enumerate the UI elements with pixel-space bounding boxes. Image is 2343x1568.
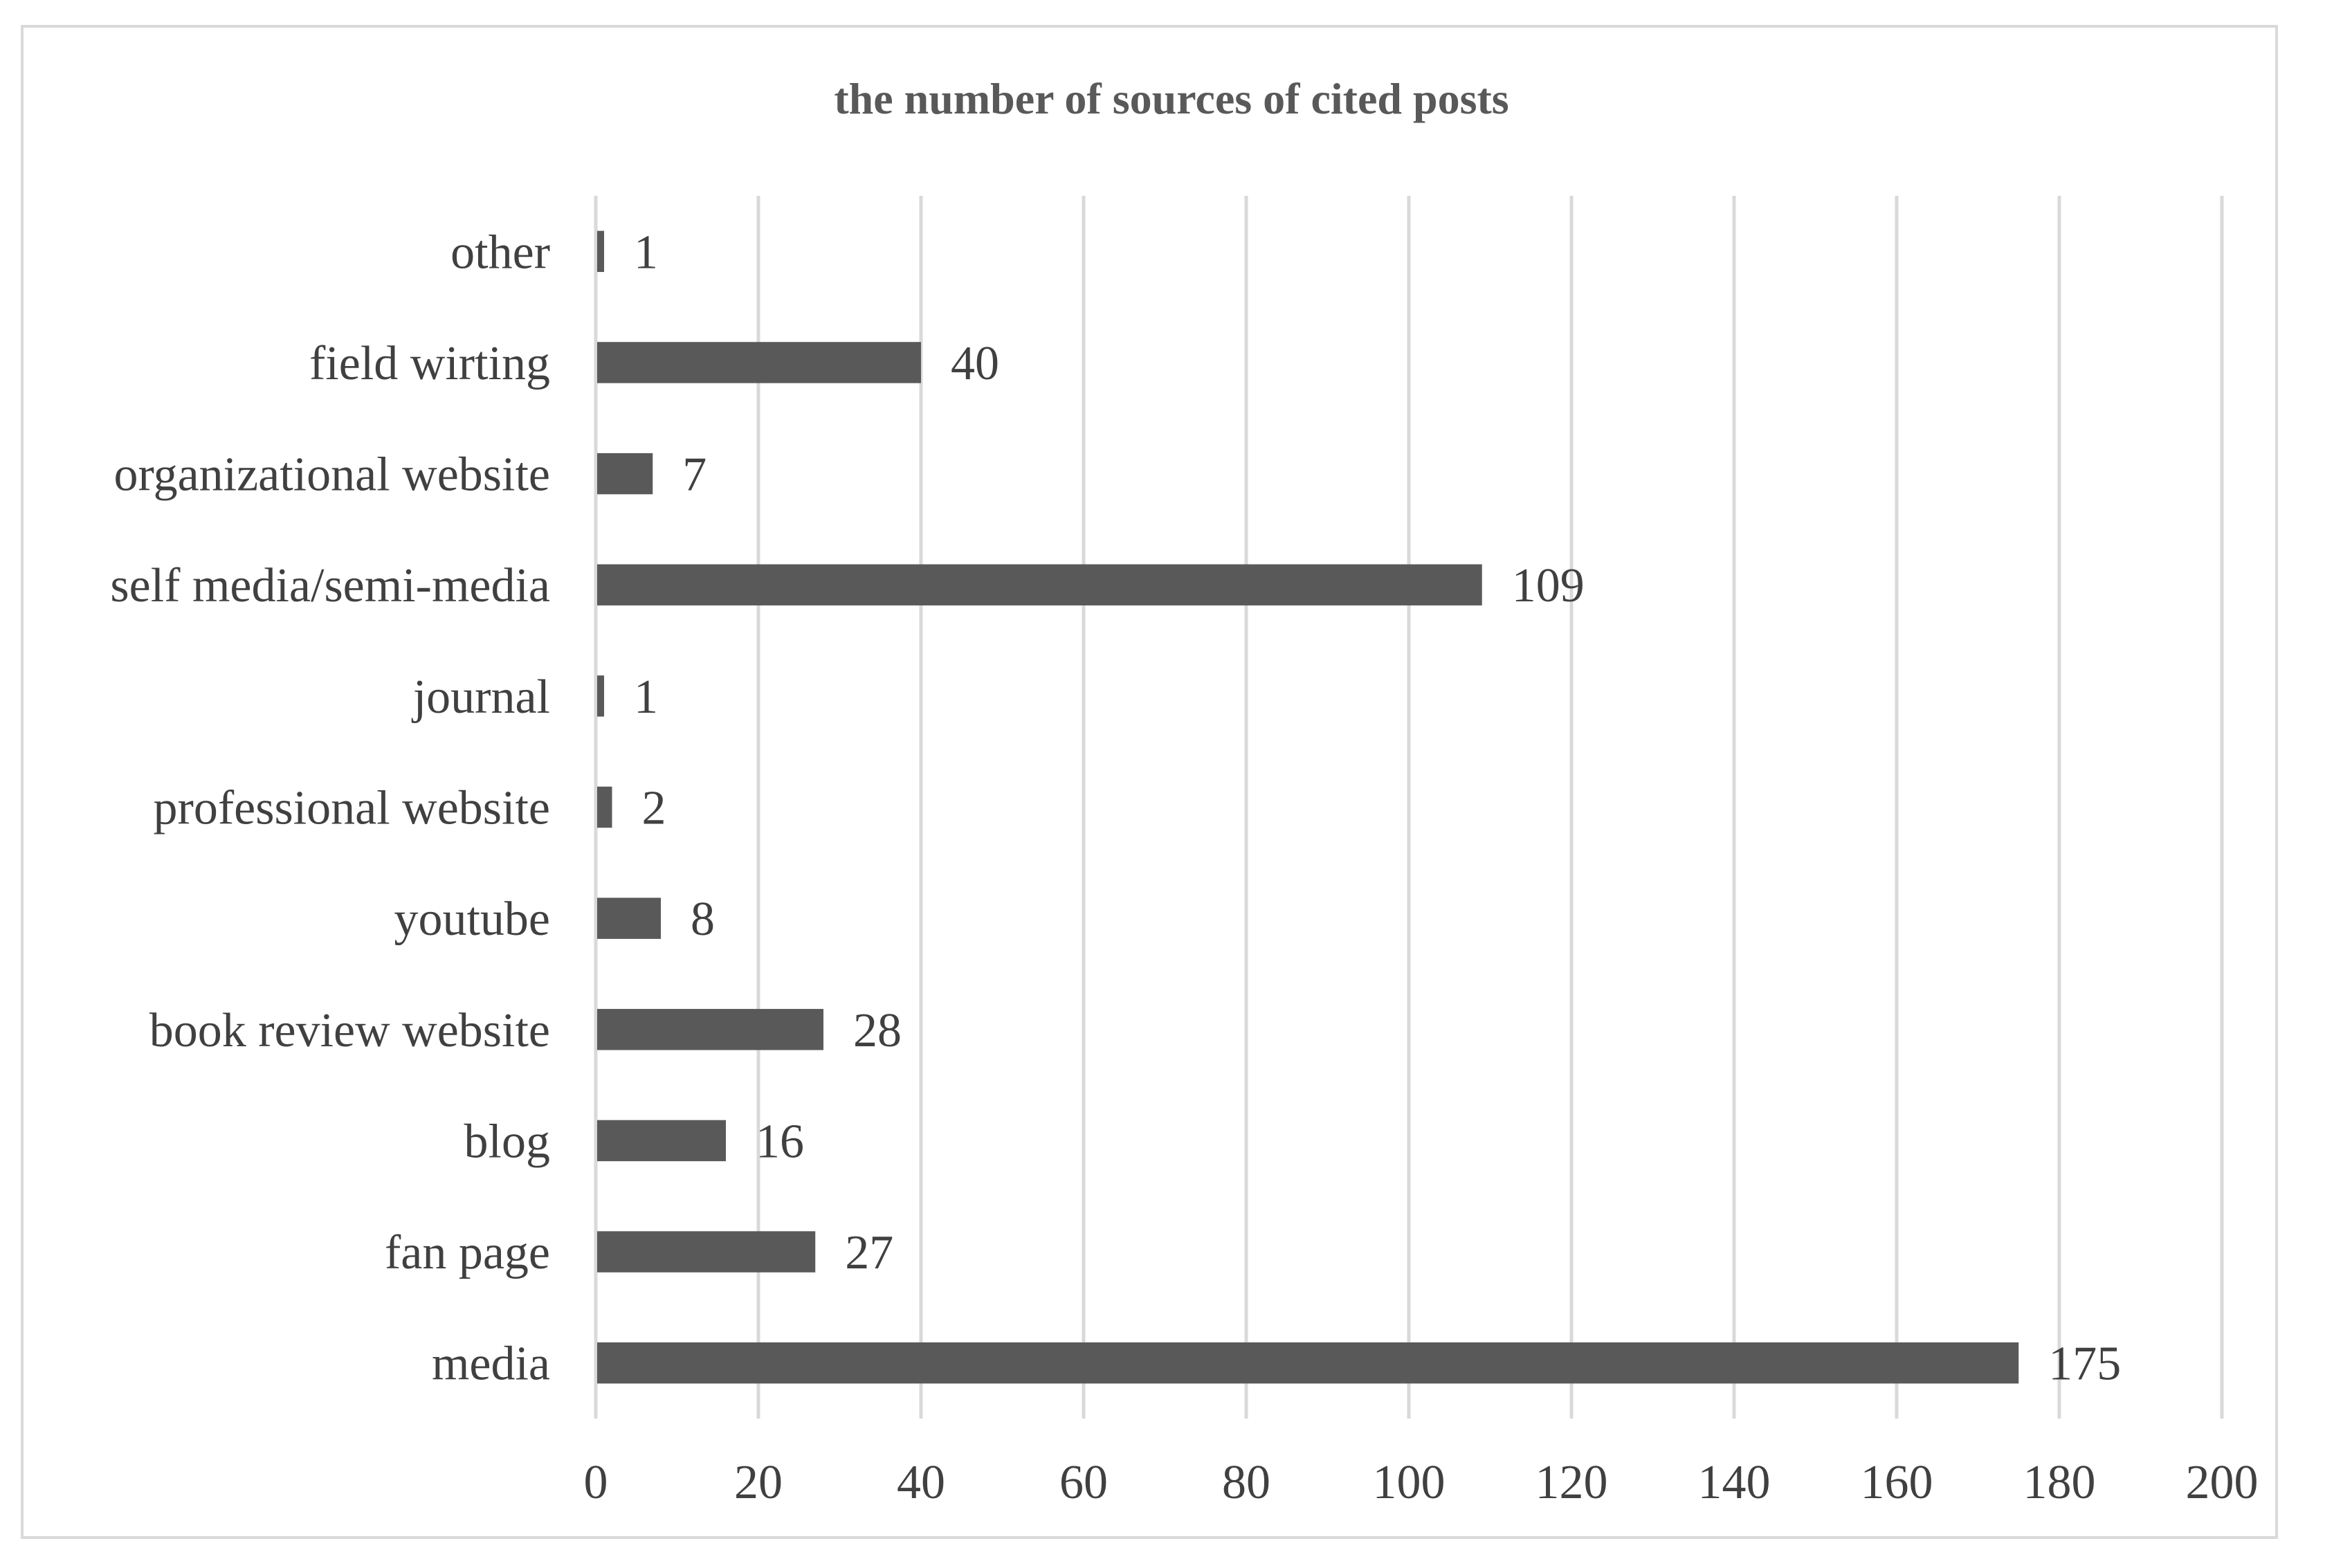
bar: [597, 453, 653, 495]
category-label: fan page: [385, 1226, 550, 1279]
x-tick-label: 140: [1698, 1456, 1771, 1509]
bar: [597, 1342, 2019, 1384]
x-tick-label: 200: [2186, 1456, 2259, 1509]
bar: [597, 564, 1482, 605]
data-label: 28: [853, 1004, 902, 1057]
category-label: self media/semi-media: [110, 559, 550, 612]
x-tick-label: 100: [1373, 1456, 1446, 1509]
category-label: field wirting: [309, 337, 550, 390]
x-axis-ticks: 0 20 40 60 80 100 120 140 160 180 200: [584, 1456, 2259, 1509]
bars: [597, 230, 2019, 1384]
data-label: 109: [1512, 559, 1585, 612]
category-labels: other field wirting organizational website…: [110, 226, 550, 1390]
bar: [597, 675, 604, 717]
chart-title: the number of sources of cited posts: [834, 74, 1508, 123]
data-label: 1: [634, 226, 658, 279]
x-tick-label: 20: [734, 1456, 783, 1509]
data-label: 16: [756, 1115, 804, 1168]
category-label: journal: [411, 671, 550, 724]
bar: [597, 1231, 816, 1273]
category-label: book review website: [149, 1004, 550, 1057]
data-label: 175: [2048, 1338, 2121, 1391]
category-label: other: [450, 226, 550, 279]
x-tick-label: 180: [2023, 1456, 2096, 1509]
category-label: organizational website: [114, 448, 550, 502]
category-label: professional website: [154, 782, 550, 835]
category-label: blog: [464, 1115, 550, 1168]
x-tick-label: 120: [1535, 1456, 1608, 1509]
data-label: 8: [691, 893, 715, 946]
bar: [597, 1009, 823, 1050]
bar: [597, 342, 921, 383]
data-label: 2: [642, 782, 666, 835]
x-tick-label: 0: [584, 1456, 608, 1509]
category-label: youtube: [394, 893, 550, 946]
chart-frame: [21, 25, 2278, 1539]
data-label: 40: [951, 337, 999, 390]
category-label: media: [432, 1338, 550, 1391]
data-label: 1: [634, 671, 658, 724]
x-tick-label: 80: [1222, 1456, 1270, 1509]
data-label: 27: [845, 1226, 893, 1279]
gridlines: [594, 196, 2224, 1419]
bar: [597, 1120, 726, 1162]
bar: [597, 230, 604, 273]
data-label: 7: [682, 448, 706, 502]
x-tick-label: 160: [1861, 1456, 1933, 1509]
x-tick-label: 60: [1059, 1456, 1108, 1509]
bar: [597, 897, 661, 939]
x-tick-label: 40: [897, 1456, 945, 1509]
bar: [597, 786, 612, 828]
